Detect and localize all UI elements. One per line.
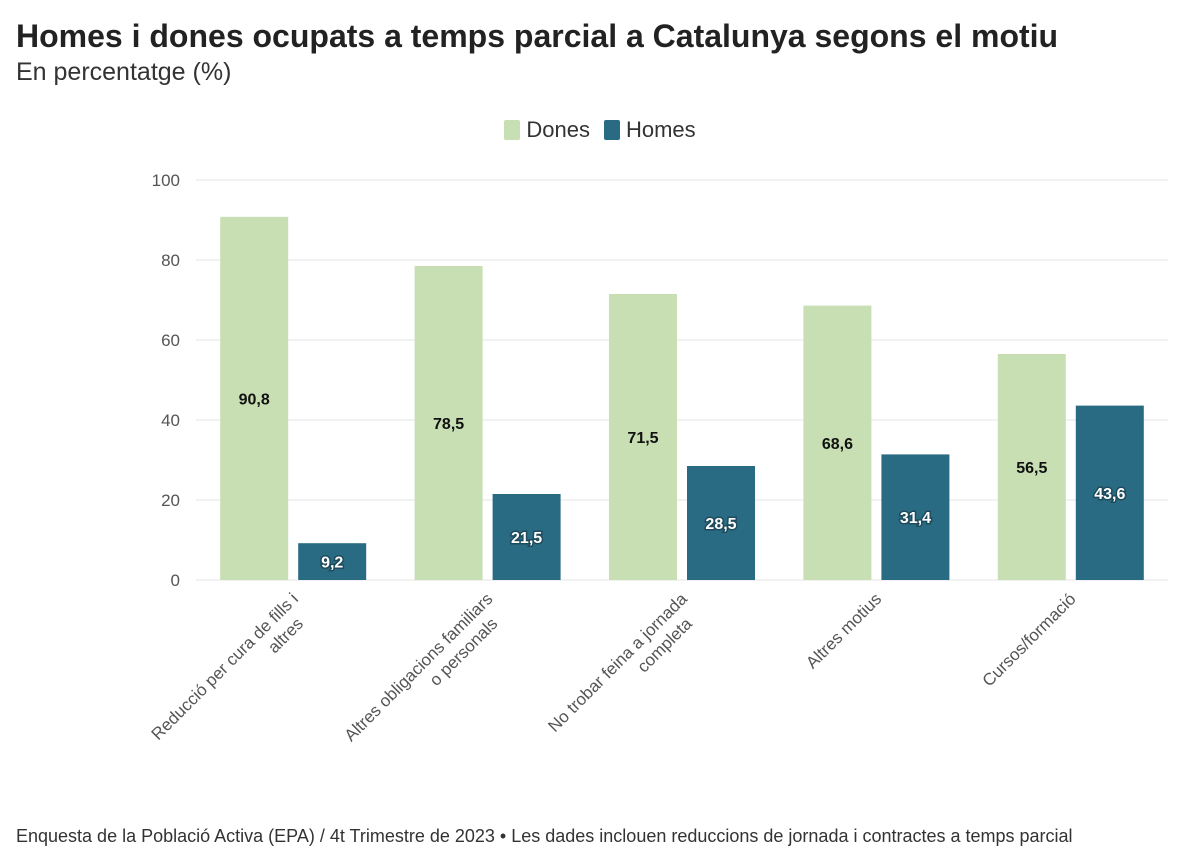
data-label: 21,5 [511, 530, 542, 547]
bar-dones [609, 294, 677, 580]
bar-dones [997, 354, 1066, 580]
chart-title: Homes i dones ocupats a temps parcial a … [16, 18, 1059, 54]
x-tick-label-line: Altres obligacions familiars [341, 589, 497, 745]
source-note: Enquesta de la Població Activa (EPA) / 4… [16, 826, 1073, 846]
data-label: 43,6 [1094, 486, 1125, 503]
data-label: 90,8 [239, 391, 270, 408]
y-tick-label: 0 [171, 571, 180, 590]
bar-dones [220, 216, 289, 581]
legend-label-dones: Dones [526, 117, 590, 142]
legend: Dones Homes [0, 117, 1200, 143]
bar-homes [298, 543, 367, 580]
y-tick-label: 60 [161, 331, 180, 350]
data-label: 71,5 [627, 430, 658, 447]
bar-homes [881, 454, 950, 580]
legend-swatch-homes [603, 120, 620, 140]
data-label: 78,5 [433, 416, 464, 433]
legend-swatch-dones [504, 120, 521, 140]
data-label: 31,4 [900, 510, 931, 527]
bar-chart: 0 20 40 60 80 100 90,8 9,2 Reducció per cura de … [148, 171, 1168, 745]
bar-dones [414, 266, 483, 580]
y-tick-label: 100 [152, 171, 180, 190]
x-tick-label-line: Reducció per cura de fills i [148, 589, 302, 743]
chart-subtitle: En percentatge (%) [16, 58, 232, 86]
y-tick-label: 80 [161, 251, 180, 270]
y-tick-label: 20 [161, 491, 180, 510]
data-label: 9,2 [321, 555, 343, 572]
legend-label-homes: Homes [625, 117, 696, 142]
legend-item-dones: Dones [504, 117, 590, 143]
bar-homes [687, 466, 755, 580]
x-tick-label: Altres motius [802, 589, 885, 672]
y-tick-label: 40 [161, 411, 180, 430]
x-tick-label-line: Altres motius [802, 589, 885, 672]
legend-item-homes: Homes [603, 117, 696, 143]
x-tick-label: Cursos/formació [979, 589, 1080, 690]
data-label: 56,5 [1016, 460, 1047, 477]
data-label: 28,5 [705, 516, 736, 533]
data-label: 68,6 [822, 436, 853, 453]
bar-homes [492, 494, 561, 580]
x-tick-label-line: No trobar feina a jornada [544, 589, 691, 736]
bar-dones [803, 305, 872, 580]
bar-homes [1075, 405, 1144, 580]
x-tick-label-line: Cursos/formació [979, 589, 1080, 690]
